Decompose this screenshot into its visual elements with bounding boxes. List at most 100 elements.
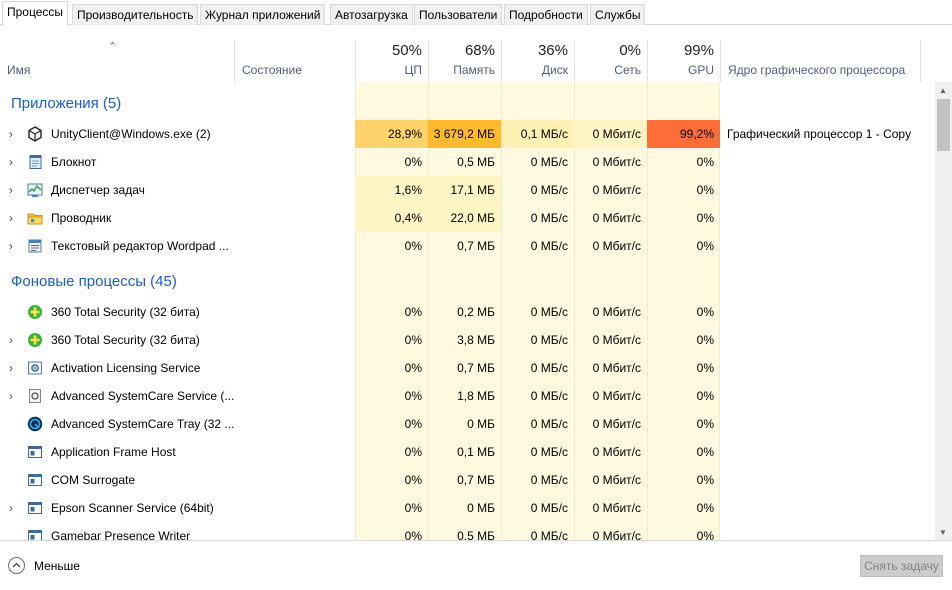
systemcare-icon xyxy=(27,416,43,432)
tab-app-history[interactable]: Журнал приложений xyxy=(200,4,326,25)
expand-chevron-icon[interactable]: › xyxy=(9,127,13,141)
cpu-value: 0% xyxy=(404,155,422,169)
header-network-label: Сеть xyxy=(614,63,641,77)
disk-value: 0,1 МБ/с xyxy=(501,120,574,148)
group-header-apps[interactable]: Приложения (5) xyxy=(0,82,935,120)
process-row[interactable]: › Activation Licensing Service 0% 0,7 МБ… xyxy=(0,354,935,382)
process-row[interactable]: › Advanced SystemCare Service (... 0% 1,… xyxy=(0,382,935,410)
scrollbar-thumb[interactable] xyxy=(937,99,950,151)
group-header-background[interactable]: Фоновые процессы (45) xyxy=(0,260,935,298)
process-row[interactable]: › Проводник 0,4% 22,0 МБ 0 МБ/с 0 Мбит/с… xyxy=(0,204,935,232)
header-memory[interactable]: 68% Память xyxy=(428,40,501,82)
process-row[interactable]: COM Surrogate 0% 0,7 МБ 0 МБ/с 0 Мбит/с … xyxy=(0,466,935,494)
tab-users[interactable]: Пользователи xyxy=(414,4,503,25)
process-name: 360 Total Security (32 бита) xyxy=(51,333,200,347)
header-gpu-engine[interactable]: Ядро графического процессора xyxy=(720,40,920,82)
expand-chevron-icon[interactable]: › xyxy=(9,389,13,403)
process-name: 360 Total Security (32 бита) xyxy=(51,305,200,319)
header-spacer xyxy=(920,40,935,82)
disk-value: 0 МБ/с xyxy=(530,389,568,403)
expand-chevron-icon[interactable]: › xyxy=(9,501,13,515)
process-name: Проводник xyxy=(51,211,112,225)
gpu-value: 0% xyxy=(696,155,714,169)
disk-value: 0 МБ/с xyxy=(530,501,568,515)
expand-chevron-icon[interactable]: › xyxy=(9,361,13,375)
memory-column-bg xyxy=(428,82,501,540)
expand-chevron-icon[interactable]: › xyxy=(9,239,13,253)
expand-chevron-icon[interactable]: › xyxy=(9,155,13,169)
memory-value: 0,7 МБ xyxy=(457,361,495,375)
gpu-value: 0% xyxy=(696,473,714,487)
header-cpu-label: ЦП xyxy=(404,63,422,77)
process-row[interactable]: › 360 Total Security (32 бита) 0% 3,8 МБ… xyxy=(0,326,935,354)
gpu-value: 0% xyxy=(696,239,714,253)
gpu-value: 99,2% xyxy=(647,120,720,148)
process-name: Gamebar Presence Writer xyxy=(51,529,191,540)
gpu-value: 0% xyxy=(696,445,714,459)
vertical-scrollbar[interactable]: ▲ ▼ xyxy=(935,82,952,540)
fewer-details-link[interactable]: Меньше xyxy=(34,559,80,573)
cpu-value: 28,9% xyxy=(355,120,428,148)
header-status[interactable]: Состояние xyxy=(234,40,355,82)
cpu-value: 0% xyxy=(404,305,422,319)
header-memory-label: Память xyxy=(453,63,495,77)
process-row[interactable]: Application Frame Host 0% 0,1 МБ 0 МБ/с … xyxy=(0,438,935,466)
unity-icon xyxy=(28,126,42,142)
tab-processes[interactable]: Процессы xyxy=(2,1,69,26)
tab-services[interactable]: Службы xyxy=(590,4,646,25)
process-row[interactable]: 360 Total Security (32 бита) 0% 0,2 МБ 0… xyxy=(0,298,935,326)
task-manager-icon xyxy=(27,183,43,197)
scroll-up-arrow-icon[interactable]: ▲ xyxy=(939,86,947,95)
scroll-down-arrow-icon[interactable]: ▼ xyxy=(939,528,947,537)
header-status-label: Состояние xyxy=(242,63,302,77)
process-row[interactable]: › Блокнот 0% 0,5 МБ 0 МБ/с 0 Мбит/с 0% xyxy=(0,148,935,176)
expand-chevron-icon[interactable]: › xyxy=(9,333,13,347)
footer-bar: Меньше Снять задачу xyxy=(0,540,952,590)
disk-value: 0 МБ/с xyxy=(530,155,568,169)
process-row[interactable]: › Epson Scanner Service (64bit) 0% 0 МБ … xyxy=(0,494,935,522)
window-app-icon xyxy=(28,530,42,540)
header-name-label: Имя xyxy=(7,63,31,77)
network-value: 0 Мбит/с xyxy=(592,305,641,319)
collapse-chevron-icon[interactable] xyxy=(8,557,25,574)
gpu-column-bg xyxy=(647,82,720,540)
gpu-value: 0% xyxy=(696,417,714,431)
process-name: UnityClient@Windows.exe (2) xyxy=(51,127,211,141)
header-gpu-engine-label: Ядро графического процессора xyxy=(728,63,906,77)
column-header-row: ⌃ Имя Состояние 50% ЦП 68% Память 36% Ди… xyxy=(0,40,935,82)
process-row[interactable]: › Текстовый редактор Wordpad ... 0% 0,7 … xyxy=(0,232,935,260)
header-network[interactable]: 0% Сеть xyxy=(574,40,647,82)
process-row[interactable]: Gamebar Presence Writer 0% 0,5 МБ 0 МБ/с… xyxy=(0,522,935,540)
header-disk[interactable]: 36% Диск xyxy=(501,40,574,82)
sort-ascending-icon: ⌃ xyxy=(108,41,118,53)
window-app-icon xyxy=(28,502,42,514)
expand-chevron-icon[interactable]: › xyxy=(9,211,13,225)
security-plus-icon xyxy=(28,333,42,347)
cpu-value: 0% xyxy=(404,333,422,347)
memory-value: 1,8 МБ xyxy=(457,389,495,403)
expand-chevron-icon[interactable]: › xyxy=(9,183,13,197)
header-gpu[interactable]: 99% GPU xyxy=(647,40,720,82)
end-task-button[interactable]: Снять задачу xyxy=(860,555,943,577)
header-cpu[interactable]: 50% ЦП xyxy=(355,40,428,82)
header-name[interactable]: Имя xyxy=(0,40,234,82)
network-value: 0 Мбит/с xyxy=(592,183,641,197)
disk-value: 0 МБ/с xyxy=(530,305,568,319)
service-doc-icon xyxy=(29,389,41,403)
cpu-value: 0% xyxy=(404,239,422,253)
network-value: 0 Мбит/с xyxy=(574,120,647,148)
process-name: COM Surrogate xyxy=(51,473,136,487)
tab-performance[interactable]: Производительность xyxy=(72,4,199,25)
process-row[interactable]: Advanced SystemCare Tray (32 ... 0% 0 МБ… xyxy=(0,410,935,438)
process-name: Диспетчер задач xyxy=(51,183,145,197)
cpu-value: 0% xyxy=(404,445,422,459)
memory-value: 22,0 МБ xyxy=(428,204,501,232)
memory-value: 17,1 МБ xyxy=(428,176,501,204)
disk-value: 0 МБ/с xyxy=(530,361,568,375)
process-row[interactable]: › UnityClient@Windows.exe (2) 28,9% 3 67… xyxy=(0,120,935,148)
tab-startup[interactable]: Автозагрузка xyxy=(330,4,413,25)
network-value: 0 Мбит/с xyxy=(592,155,641,169)
tab-details[interactable]: Подробности xyxy=(504,4,588,25)
memory-value: 0,7 МБ xyxy=(457,239,495,253)
process-row[interactable]: › Диспетчер задач 1,6% 17,1 МБ 0 МБ/с 0 … xyxy=(0,176,935,204)
